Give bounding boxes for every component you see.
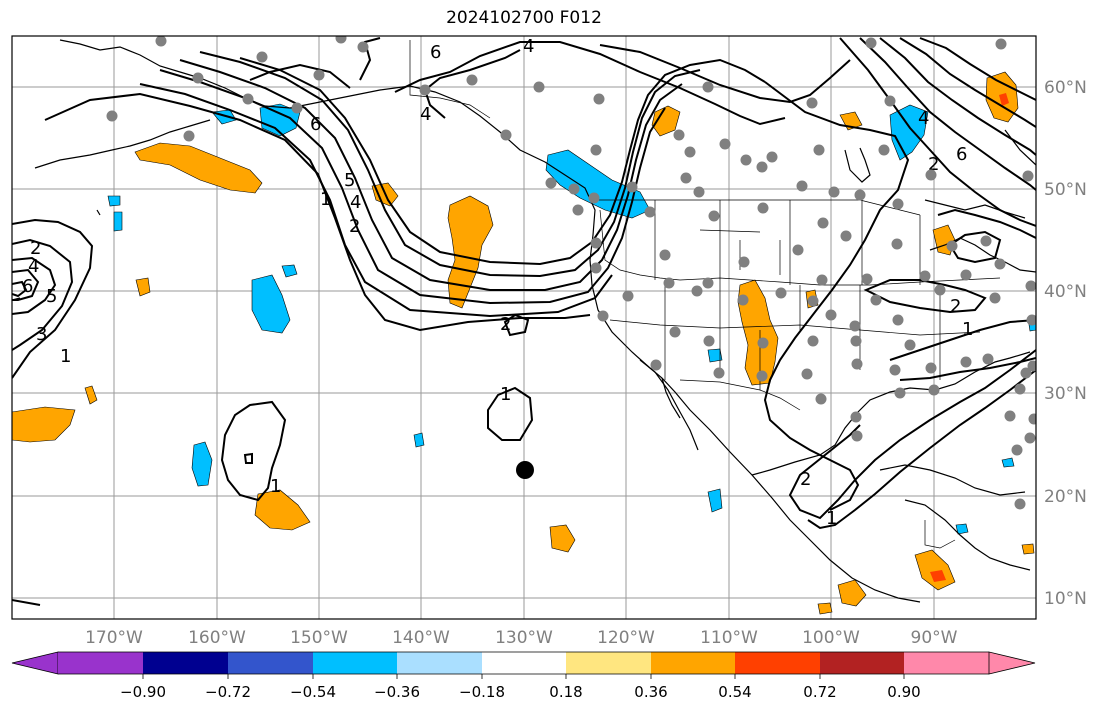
colorbar-segment [313,652,397,674]
colorbar-extend-low [11,651,59,675]
colorbar-segment [58,652,143,674]
colorbar-tick-label: −0.90 [120,683,166,701]
lon-label: 140°W [392,628,450,648]
colorbar-segment [397,652,482,674]
lon-label: 90°W [911,628,958,648]
contour-label: 2 [950,296,961,317]
contour-label: 4 [420,104,431,125]
colorbar-segment [482,652,566,674]
contour-label: 4 [918,108,929,129]
contour-label: 3 [36,324,47,345]
lat-label: 60°N [1044,78,1087,98]
colorbar-extend-high [988,651,1036,675]
coastlines [12,39,1036,603]
longitude-labels: 170°W 160°W 150°W 140°W 130°W 120°W 110°… [85,628,958,648]
colorbar-tick-label: 0.36 [634,683,667,701]
contour-label: 6 [956,144,967,165]
colorbar-tick-label: −0.72 [205,683,251,701]
colorbar-tick-label: 0.72 [803,683,836,701]
lon-label: 110°W [700,628,758,648]
contour-label: 5 [46,286,57,307]
contour-label: 1 [826,508,837,529]
map-border [11,35,1037,620]
lat-label: 40°N [1044,282,1087,302]
contour-label: 4 [350,192,361,213]
contour-label: 5 [344,170,355,191]
lon-label: 130°W [495,628,553,648]
contour-label: 1 [320,189,331,210]
colorbar-segment [566,652,651,674]
colorbar-segment [735,652,820,674]
contour-label: 2 [800,469,811,490]
location-marker-dot [516,461,534,479]
contour-label: 6 [310,114,321,135]
colorbar-segment [820,652,904,674]
lon-label: 120°W [597,628,655,648]
contour-label: 2 [349,216,360,237]
lon-label: 150°W [290,628,348,648]
lon-label: 170°W [85,628,143,648]
colorbar-segment [143,652,228,674]
map-title: 2024102700 F012 [446,8,602,28]
contour-label: 6 [430,42,441,63]
political-boundaries [409,40,1001,549]
contour-label: 4 [523,36,534,57]
colorbar-tick-label: 0.18 [549,683,582,701]
strong-positive-fill [930,93,1009,582]
contour-label: 1 [60,346,71,367]
colorbar-segment [904,652,989,674]
lat-label: 10°N [1044,589,1087,609]
lat-label: 30°N [1044,384,1087,404]
colorbar-tick-label: −0.18 [459,683,505,701]
positive-fill-regions [12,71,1035,615]
colorbar: −0.90 −0.72 −0.54 −0.36 −0.18 0.18 0.36 … [11,651,1036,701]
contour-label-group: 6 4 4 6 5 4 1 2 2 4 6 5 3 1 1 1 2 2 2 1 … [22,36,973,529]
contour-label: 4 [28,256,39,277]
lat-label: 50°N [1044,180,1087,200]
contour-label: 1 [962,319,973,340]
colorbar-tick-label: −0.54 [290,683,336,701]
contour-label: 1 [270,476,281,497]
contour-label: 2 [500,314,511,335]
colorbar-tick-label: 0.90 [887,683,920,701]
colorbar-tick-label: −0.36 [374,683,420,701]
colorbar-segment [651,652,735,674]
colorbar-segment [228,652,313,674]
contour-label: 6 [22,276,33,297]
contour-label: 1 [500,384,511,405]
contour-label: 2 [30,238,41,259]
contour-lines [12,37,1036,606]
colorbar-ticks [142,674,905,679]
lon-label: 160°W [188,628,246,648]
colorbar-tick-labels: −0.90 −0.72 −0.54 −0.36 −0.18 0.18 0.36 … [120,683,921,701]
station-markers [106,36,1036,510]
latitude-labels: 60°N 50°N 40°N 30°N 20°N 10°N [1044,78,1087,609]
lon-label: 100°W [802,628,860,648]
contour-label: 2 [928,154,939,175]
lat-label: 20°N [1044,487,1087,507]
colorbar-tick-label: 0.54 [718,683,751,701]
